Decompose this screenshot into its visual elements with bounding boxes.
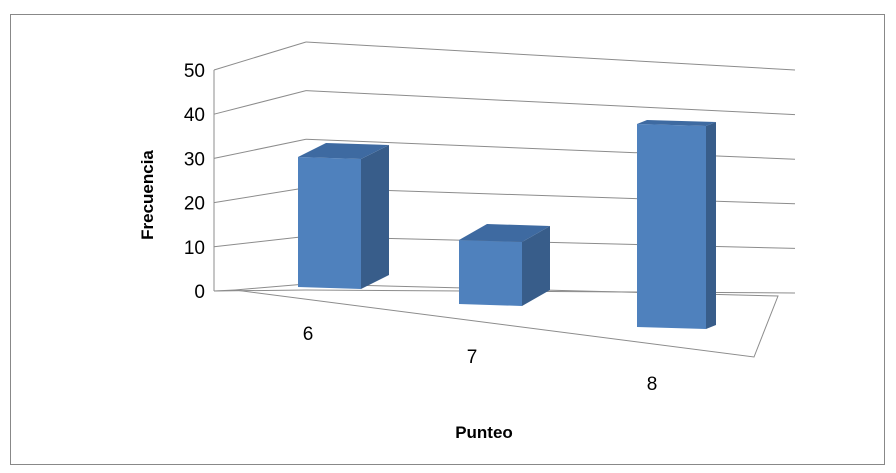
gridline-left-40 xyxy=(213,90,307,115)
gridline-left-0 xyxy=(213,289,307,292)
y-tick-labels: 0 10 20 30 40 50 xyxy=(184,61,205,303)
bar-side xyxy=(706,122,716,329)
bar-side xyxy=(361,145,389,289)
y-tick-label: 50 xyxy=(184,61,205,82)
bar-top xyxy=(298,143,389,159)
y-tick-label: 20 xyxy=(184,194,205,215)
x-tick-label: 7 xyxy=(467,347,478,368)
bar-top xyxy=(459,224,550,242)
gridline-40 xyxy=(305,90,796,116)
x-tick-label: 6 xyxy=(303,324,314,345)
gridline-50 xyxy=(305,41,796,71)
gridline-left-10 xyxy=(213,235,307,248)
y-tick-label: 10 xyxy=(184,238,205,259)
bar-front xyxy=(637,124,706,329)
bar-top xyxy=(637,120,716,126)
x-tick-labels: 6 7 8 xyxy=(303,324,658,395)
gridline-left-20 xyxy=(213,187,307,204)
bar-front xyxy=(459,240,522,306)
x-axis-title: Punteo xyxy=(455,423,513,442)
floor-left-edge xyxy=(213,289,236,292)
y-tick-label: 0 xyxy=(194,282,205,303)
gridline-left-50 xyxy=(213,41,307,71)
bar-6 xyxy=(298,143,389,289)
bars xyxy=(298,120,716,329)
y-tick-label: 40 xyxy=(184,105,205,126)
y-tick-label: 30 xyxy=(184,149,205,170)
bar-side xyxy=(522,226,550,306)
x-tick-label: 8 xyxy=(647,374,658,395)
bar-7 xyxy=(459,224,550,306)
bar-front xyxy=(298,157,361,289)
gridline-left-30 xyxy=(213,138,307,159)
bar-8 xyxy=(637,120,716,329)
floor-outline xyxy=(234,283,779,358)
y-axis-title: Frecuencia xyxy=(138,150,157,240)
